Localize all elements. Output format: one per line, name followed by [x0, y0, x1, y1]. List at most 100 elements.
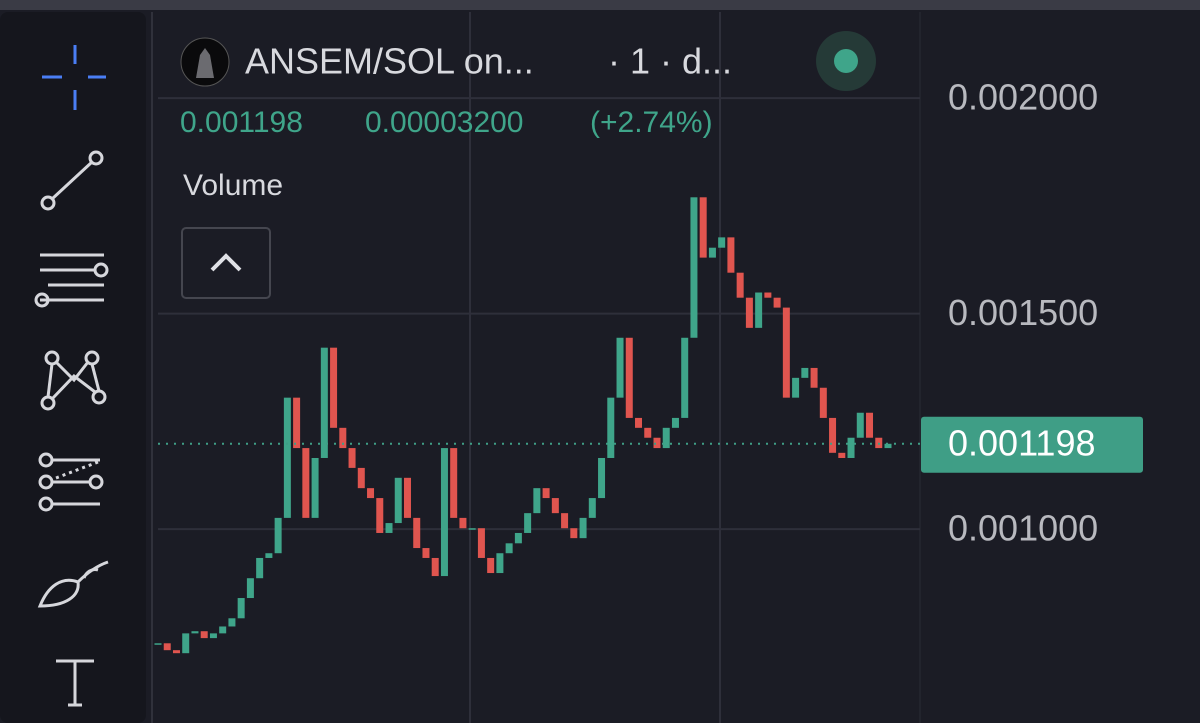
candle	[570, 528, 578, 539]
candle	[551, 498, 559, 514]
candle	[607, 397, 615, 458]
candle	[810, 367, 818, 388]
candle	[182, 633, 190, 654]
text-tool[interactable]	[56, 659, 94, 707]
candle	[829, 417, 837, 453]
candle	[625, 337, 633, 418]
candle	[394, 477, 402, 524]
chevron-up	[210, 253, 242, 272]
top-bar	[0, 0, 1200, 10]
candle	[477, 528, 485, 558]
fib-tool[interactable]	[38, 452, 104, 512]
candle	[357, 467, 365, 489]
candle	[385, 523, 393, 533]
price-label: 0.001198	[948, 422, 1095, 463]
trend-line-tool[interactable]	[40, 150, 104, 211]
candle	[376, 498, 384, 533]
pattern-tool[interactable]	[40, 350, 107, 411]
candle	[367, 488, 375, 499]
y-tick-label: 0.001000	[948, 508, 1098, 549]
candle	[283, 397, 291, 518]
y-tick-label: 0.002000	[948, 77, 1098, 118]
candle	[505, 543, 513, 554]
candle	[708, 247, 716, 258]
symbol[interactable]: ANSEM/SOL on...	[245, 41, 534, 82]
candle	[745, 297, 753, 328]
candle	[403, 477, 411, 518]
candle	[727, 237, 735, 273]
candle	[413, 517, 421, 549]
candle	[228, 618, 236, 627]
candle	[764, 292, 772, 298]
candle	[671, 417, 679, 428]
candle	[237, 598, 245, 619]
candle	[330, 347, 338, 428]
collapse-button[interactable]	[181, 227, 271, 299]
candle	[200, 631, 208, 639]
toolbar	[0, 12, 146, 723]
candle	[792, 377, 800, 398]
brush-tool[interactable]	[37, 560, 109, 608]
candle	[209, 633, 217, 639]
crosshair-tool[interactable]	[42, 45, 106, 110]
price-label-box	[921, 416, 1143, 473]
candle	[422, 548, 430, 558]
candle	[219, 626, 227, 634]
y-tick-label: 0.001500	[948, 292, 1098, 333]
interval[interactable]: · 1 · d...	[608, 41, 732, 82]
candle	[644, 427, 652, 438]
candle	[293, 397, 301, 449]
candle	[320, 347, 328, 458]
candle	[431, 557, 439, 577]
candle	[256, 557, 264, 579]
candle	[884, 443, 892, 449]
candle	[773, 297, 781, 308]
candle	[440, 448, 448, 577]
candle	[533, 488, 541, 514]
candle	[662, 427, 670, 449]
candle	[718, 237, 726, 248]
candle	[635, 417, 643, 428]
candle	[265, 553, 273, 558]
candle	[172, 650, 180, 654]
price-change-pct: (+2.74%)	[590, 106, 713, 139]
candle	[339, 427, 347, 449]
candle	[690, 197, 698, 338]
candle	[866, 412, 874, 438]
candle	[736, 272, 744, 298]
avatar-figure	[196, 48, 214, 78]
candle	[468, 528, 476, 530]
candle	[755, 292, 763, 328]
candle	[348, 448, 356, 468]
candle	[459, 517, 467, 529]
candle	[579, 517, 587, 539]
candle	[496, 553, 504, 574]
candle	[782, 307, 790, 398]
candle	[154, 643, 162, 645]
candle	[616, 337, 624, 398]
candle	[302, 448, 310, 518]
candle	[588, 498, 596, 518]
price-change: 0.00003200	[365, 106, 524, 139]
parallel-lines-tool[interactable]	[34, 253, 109, 308]
candle	[561, 513, 569, 529]
status-dot	[834, 49, 858, 73]
candle	[653, 437, 661, 449]
candle	[450, 448, 458, 518]
candle	[598, 457, 606, 499]
indicator-name[interactable]: Volume	[183, 169, 283, 202]
candle	[191, 631, 199, 634]
candle	[163, 643, 171, 651]
candle	[514, 532, 522, 544]
last-price: 0.001198	[180, 106, 303, 139]
candle	[847, 437, 855, 458]
candle	[311, 457, 319, 518]
candle	[856, 412, 864, 438]
candle	[542, 488, 550, 499]
candle	[681, 337, 689, 418]
candle	[524, 513, 532, 533]
candle	[819, 387, 827, 418]
candle	[699, 197, 707, 258]
